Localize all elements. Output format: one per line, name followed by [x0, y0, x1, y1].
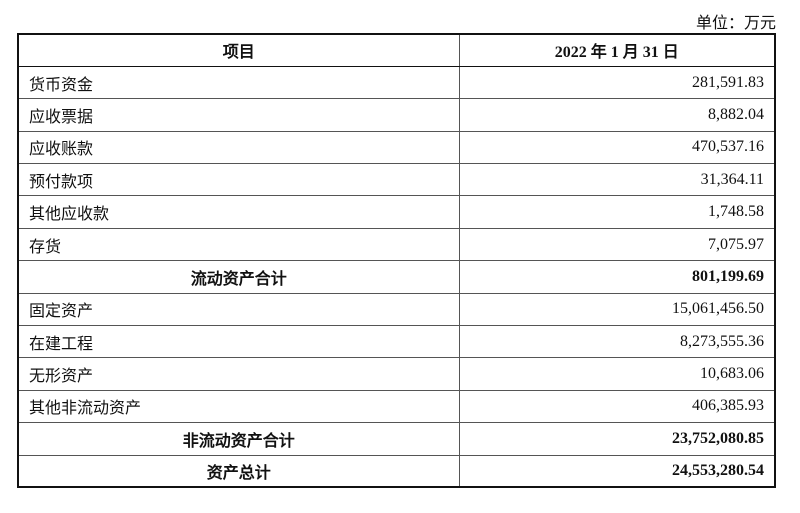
row-item: 流动资产合计: [17, 260, 460, 294]
row-item: 存货: [17, 227, 460, 262]
table-total-row: 非流动资产合计 23,752,080.85: [17, 422, 776, 456]
balance-sheet-table: 项目 2022 年 1 月 31 日 货币资金 281,591.83 应收票据 8,8…: [17, 33, 776, 489]
table-row: 在建工程 8,273,555.36: [17, 325, 776, 359]
row-item: 货币资金: [17, 65, 460, 100]
table-row: 应收票据 8,882.04: [17, 98, 776, 132]
table-row: 其他非流动资产 406,385.93: [17, 389, 776, 424]
table-row: 固定资产 15,061,456.50: [17, 292, 776, 327]
row-value: 801,199.69: [458, 260, 776, 294]
row-value: 24,553,280.54: [458, 454, 776, 488]
row-item: 应收账款: [17, 130, 460, 165]
table-row: 其他应收款 1,748.58: [17, 195, 776, 229]
row-value: 406,385.93: [458, 389, 776, 424]
row-item: 其他应收款: [17, 195, 460, 229]
row-item: 非流动资产合计: [17, 422, 460, 456]
row-value: 281,591.83: [458, 65, 776, 100]
table-total-row: 流动资产合计 801,199.69: [17, 260, 776, 294]
row-item: 应收票据: [17, 98, 460, 132]
row-value: 1,748.58: [458, 195, 776, 229]
row-value: 470,537.16: [458, 130, 776, 165]
row-item: 资产总计: [17, 454, 460, 488]
table-row: 无形资产 10,683.06: [17, 357, 776, 391]
row-value: 8,882.04: [458, 98, 776, 132]
row-item: 其他非流动资产: [17, 389, 460, 424]
row-value: 10,683.06: [458, 357, 776, 391]
table-row: 货币资金 281,591.83: [17, 65, 776, 100]
table-row: 预付款项 31,364.11: [17, 163, 776, 197]
table-row: 应收账款 470,537.16: [17, 130, 776, 165]
row-item: 预付款项: [17, 163, 460, 197]
row-value: 15,061,456.50: [458, 292, 776, 327]
row-value: 23,752,080.85: [458, 422, 776, 456]
table-row: 存货 7,075.97: [17, 227, 776, 262]
row-value: 31,364.11: [458, 163, 776, 197]
row-item: 无形资产: [17, 357, 460, 391]
row-value: 8,273,555.36: [458, 325, 776, 359]
header-date: 2022 年 1 月 31 日: [458, 33, 776, 67]
row-item: 固定资产: [17, 292, 460, 327]
unit-label: 单位：万元: [695, 15, 776, 32]
header-item: 项目: [17, 33, 460, 67]
row-value: 7,075.97: [458, 227, 776, 262]
table-total-row: 资产总计 24,553,280.54: [17, 454, 776, 488]
table-header-row: 项目 2022 年 1 月 31 日: [17, 33, 776, 67]
row-item: 在建工程: [17, 325, 460, 359]
